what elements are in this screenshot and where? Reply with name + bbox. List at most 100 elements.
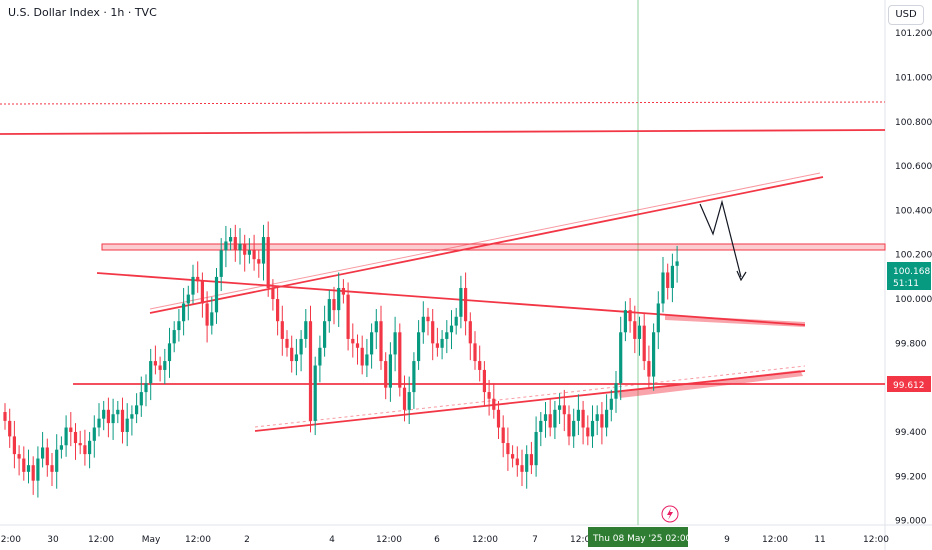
candle-body: [628, 310, 632, 322]
candle-body: [511, 454, 515, 459]
candle-body: [553, 409, 557, 428]
candle-body: [473, 343, 477, 362]
candle-body: [266, 237, 270, 288]
candle-body: [26, 465, 31, 472]
candle-body: [515, 458, 519, 466]
resistance-line: [0, 129, 886, 135]
x-tick-label: 12:00: [185, 535, 211, 545]
candle-body: [529, 454, 533, 466]
candle-body: [280, 321, 284, 339]
x-tick-label: 12:00: [0, 535, 21, 545]
candle-body: [196, 276, 200, 282]
candle-body: [586, 427, 590, 437]
candle-body: [186, 294, 190, 304]
candle-body: [313, 365, 317, 421]
candle-body: [605, 409, 609, 428]
x-tick-label: 7: [532, 535, 538, 545]
candle-body: [233, 237, 237, 251]
candle-body: [177, 321, 181, 331]
candle-body: [539, 420, 543, 432]
resistance-zone: [101, 243, 886, 251]
candle-body: [576, 409, 580, 421]
candle-body: [8, 420, 12, 437]
candle-body: [55, 449, 59, 472]
candle-body: [572, 420, 576, 437]
x-tick-label: 12:00: [472, 535, 498, 545]
candle-body: [327, 299, 331, 322]
candle-body: [172, 330, 176, 344]
candle-body: [214, 276, 219, 313]
candle-body: [623, 310, 627, 333]
candle-body: [191, 276, 195, 295]
y-tick-label: 99.000: [895, 517, 927, 527]
candle-body: [59, 445, 63, 450]
x-tick-label: 12:00: [863, 535, 889, 545]
candle-body: [637, 325, 642, 339]
x-tick-label: 9: [724, 535, 730, 545]
candle-body: [647, 361, 651, 377]
x-tick-label: 12:00: [376, 535, 402, 545]
candle-body: [252, 250, 256, 260]
candle-body: [562, 405, 566, 415]
candle-body: [69, 427, 73, 432]
candle-body: [633, 321, 637, 339]
lower-trendline: [254, 370, 806, 432]
candle-body: [445, 332, 449, 339]
candle-body: [454, 316, 458, 326]
candle-body: [106, 409, 110, 424]
candle-body: [609, 398, 613, 410]
candle-body: [219, 250, 223, 277]
candle-body: [435, 343, 439, 348]
countdown-label: 51:11: [893, 279, 919, 289]
candle-body: [294, 354, 298, 362]
candle-body: [200, 281, 204, 304]
candle-body: [525, 454, 529, 472]
candle-body: [412, 361, 416, 393]
candle-body: [506, 443, 510, 455]
candle-body: [337, 287, 341, 311]
candle-body: [271, 287, 275, 300]
candle-body: [431, 321, 435, 344]
candle-body: [642, 325, 646, 362]
candle-body: [478, 361, 482, 370]
candle-body: [247, 250, 251, 255]
candle-body: [464, 287, 468, 322]
candle-body: [595, 414, 599, 421]
candle-body: [360, 347, 364, 366]
candle-body: [41, 447, 45, 459]
candle-body: [675, 261, 679, 266]
candle-body: [619, 332, 623, 384]
x-tick-label: May: [142, 535, 161, 545]
candle-body: [426, 316, 430, 322]
candle-body: [661, 272, 665, 304]
y-tick-label: 100.800: [895, 118, 932, 128]
y-tick-label: 100.200: [895, 251, 932, 261]
y-tick-label: 100.000: [895, 295, 932, 305]
candle-body: [144, 383, 148, 393]
y-tick-label: 99.200: [895, 472, 927, 482]
candle-body: [548, 414, 552, 428]
x-tick-label: 12:00: [88, 535, 114, 545]
candle-body: [125, 418, 129, 432]
projection-path: [699, 199, 742, 278]
candle-body: [97, 418, 101, 428]
candle-body: [299, 338, 303, 355]
candle-body: [139, 392, 143, 406]
rising-trendline: [149, 176, 824, 314]
y-tick-label: 99.400: [895, 428, 927, 438]
currency-button[interactable]: USD: [888, 5, 924, 25]
candle-body: [45, 447, 49, 466]
candle-body: [17, 454, 21, 459]
last-price-badge: [887, 262, 931, 290]
candle-body: [83, 445, 87, 455]
candle-body: [567, 414, 571, 437]
candle-body: [590, 420, 595, 437]
projection-arrowhead: [736, 270, 747, 282]
x-tick-label: 2: [244, 535, 250, 545]
candle-body: [3, 412, 7, 421]
x-tick-label: 4: [329, 535, 335, 545]
candle-body: [501, 427, 505, 444]
candle-body: [12, 436, 16, 455]
